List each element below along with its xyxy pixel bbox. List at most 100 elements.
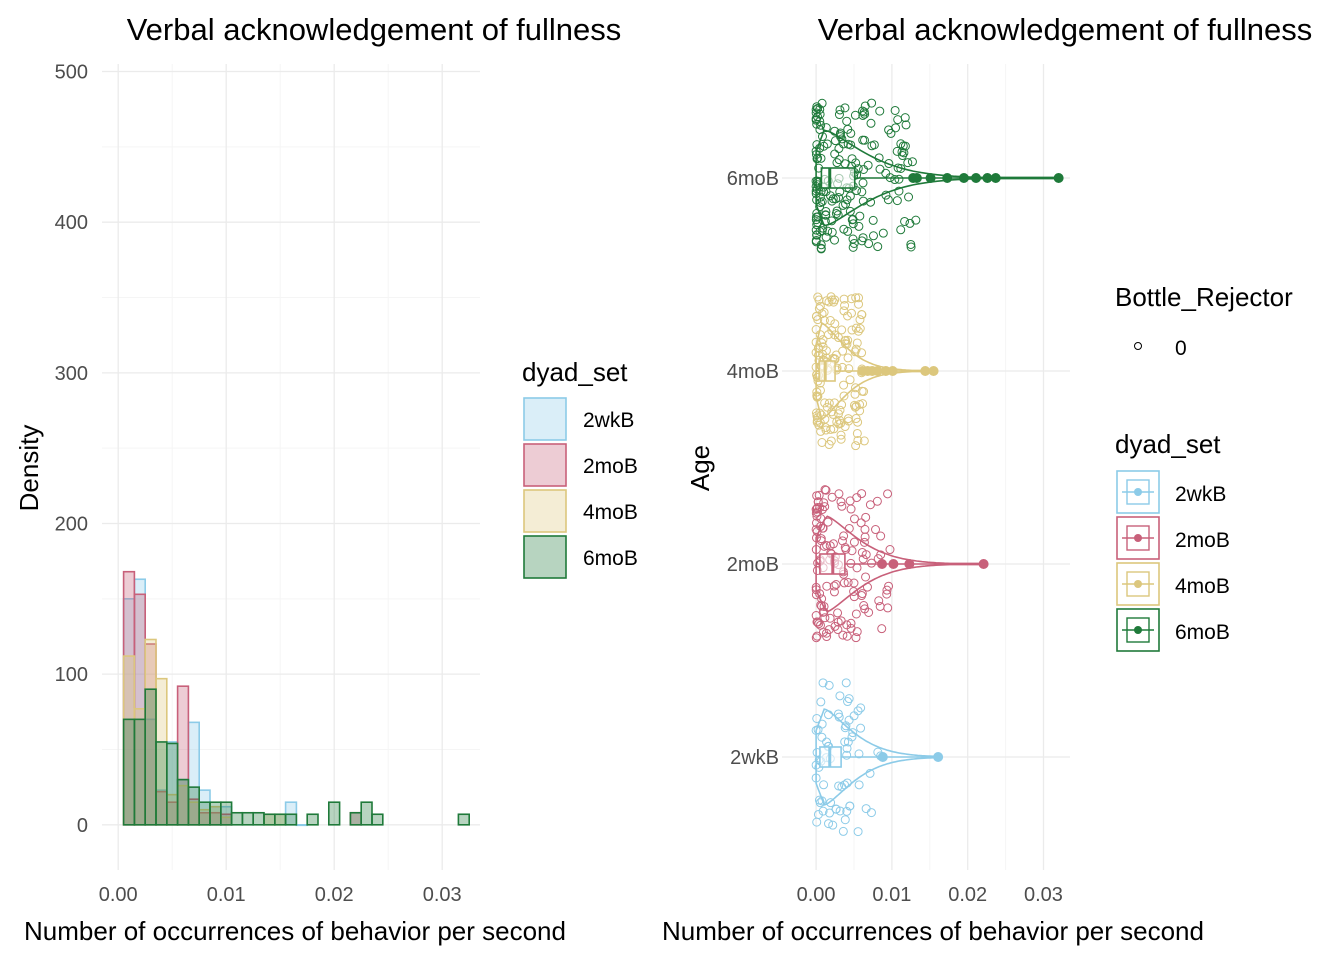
violin-jitter-point xyxy=(837,400,847,410)
violin-jitter-point xyxy=(861,572,871,582)
violin-jitter-point xyxy=(860,524,870,534)
violin-legend-label: 2wkB xyxy=(1175,483,1226,506)
violin-jitter-point xyxy=(894,186,904,196)
histogram-x-ticks: 0.00 0.01 0.02 0.03 xyxy=(99,884,462,906)
bottle-rejector-legend-label: 0 xyxy=(1175,337,1187,360)
violin-jitter-point xyxy=(867,141,877,151)
violin-jitter-point xyxy=(820,398,830,408)
violin-jitter-point xyxy=(820,485,830,495)
violin-jitter-point xyxy=(841,544,851,554)
histogram-x-tick-label: 0.02 xyxy=(315,884,354,906)
violin-jitter-point xyxy=(872,496,882,506)
histogram-bar-6moB xyxy=(166,742,179,826)
violin-jitter-point xyxy=(856,723,866,733)
violin-x-tick-label: 0.01 xyxy=(872,884,911,906)
histogram-y-tick-label: 300 xyxy=(55,363,88,385)
violin-outlier-6moB xyxy=(958,173,969,183)
violin-jitter-point xyxy=(816,153,826,163)
violin-jitter-point xyxy=(821,232,831,242)
violin-jitter-point xyxy=(842,116,852,126)
violin-jitter-point xyxy=(811,325,821,335)
violin-jitter-point xyxy=(842,631,852,641)
violin-jitter-point xyxy=(839,294,849,304)
violin-jitter-point xyxy=(901,120,911,130)
violin-jitter-point xyxy=(812,713,822,723)
violin-legend-key-point xyxy=(1134,488,1142,496)
violin-jitter-point xyxy=(817,309,827,319)
violin-jitter-point xyxy=(843,335,853,345)
violin-jitter-point xyxy=(828,194,838,204)
violin-jitter-point xyxy=(825,316,835,326)
violin-jitter-point xyxy=(811,524,821,534)
violin-jitter-point xyxy=(874,596,884,606)
violin-jitter-point xyxy=(817,796,827,806)
violin-jitter-point xyxy=(826,798,836,808)
violin-jitter-point xyxy=(845,375,855,385)
histogram-bar-6moB xyxy=(133,718,146,826)
violin-jitter-point xyxy=(894,174,904,184)
violin-jitter-point xyxy=(818,335,828,345)
violin-jitter-point xyxy=(820,613,830,623)
violin-jitter-point xyxy=(867,558,877,568)
violin-jitter-point xyxy=(846,308,856,318)
violin-jitter-point xyxy=(833,210,843,220)
violin-jitter-point xyxy=(837,501,847,511)
histogram-y-tick-label: 500 xyxy=(55,62,88,84)
violin-outlier-2moB xyxy=(978,559,989,569)
violin-jitter-point xyxy=(871,525,881,535)
violin-jitter-point xyxy=(881,168,891,178)
violin-jitter-point xyxy=(823,710,833,720)
violin-jitter-point xyxy=(811,237,821,247)
violin-jitter-point xyxy=(886,128,896,138)
violin-jitter-point xyxy=(834,110,844,120)
violin-jitter-point xyxy=(875,601,885,611)
violin-jitter-point xyxy=(840,159,850,169)
violin-jitter-point xyxy=(837,325,847,335)
violin-jitter-point xyxy=(814,343,824,353)
violin-jitter-point xyxy=(821,210,831,220)
violin-jitter-point xyxy=(843,226,853,236)
violin-outlier-2moB xyxy=(877,559,888,569)
violin-legend-key-point xyxy=(1134,534,1142,542)
violin-jitter-point xyxy=(824,819,834,829)
violin-jitter-point xyxy=(812,392,822,402)
violin-jitter-point xyxy=(859,436,869,446)
violin-jitter-point xyxy=(814,420,824,430)
violin-dyad-legend: dyad_set 2wkB 2moB 4moB 6moB xyxy=(1115,429,1230,652)
violin-x-tick-label: 0.02 xyxy=(948,884,987,906)
violin-jitter-point xyxy=(875,164,885,174)
histogram-bar-6moB xyxy=(241,811,254,826)
violin-outlier-6moB xyxy=(1053,173,1064,183)
violin-jitter-point xyxy=(876,531,886,541)
violin-jitter-point xyxy=(825,808,835,818)
histogram-x-tick-label: 0.01 xyxy=(207,884,246,906)
violin-jitter-point xyxy=(900,141,910,151)
violin-jitter-point xyxy=(853,827,863,837)
violin-jitter-point xyxy=(845,206,855,216)
violin-jitter-point xyxy=(829,581,839,591)
violin-jitter-point xyxy=(814,619,824,629)
violin-x-tick-label: 0.00 xyxy=(797,884,836,906)
violin-jitter-point xyxy=(839,578,849,588)
violin-jitter-point xyxy=(826,191,836,201)
violin-jitter-point xyxy=(854,221,864,231)
violin-jitter-point xyxy=(852,338,862,348)
violin-jitter-point xyxy=(866,118,876,128)
violin-jitter-point xyxy=(844,364,854,374)
violin-jitter-point xyxy=(822,737,832,747)
violin-y-tick-label: 6moB xyxy=(727,168,779,190)
violin-jitter-point xyxy=(821,206,831,216)
histogram-bar-2wkB xyxy=(295,824,308,827)
violin-jitter-point xyxy=(835,405,845,415)
violin-jitter-point xyxy=(851,441,861,451)
violin-jitter-point xyxy=(826,436,836,446)
violin-outlier-6moB xyxy=(911,173,922,183)
violin-jitter-point xyxy=(884,159,894,169)
histogram-legend-key-4moB xyxy=(523,489,567,533)
violin-jitter-point xyxy=(876,550,886,560)
violin-jitter-point xyxy=(836,430,846,440)
violin-jitter-point xyxy=(863,160,873,170)
violin-y-ticks: 2wkB 2moB 4moB 6moB xyxy=(727,168,779,769)
violin-box-6moB xyxy=(820,167,856,189)
